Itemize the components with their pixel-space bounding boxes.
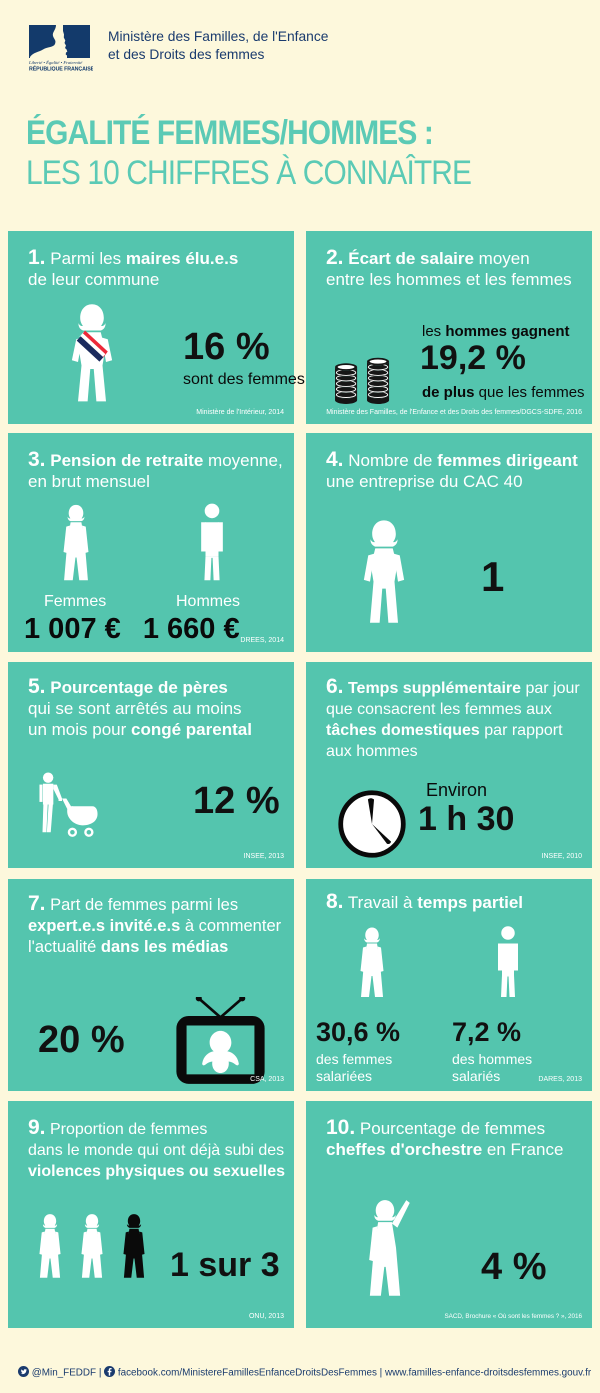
svg-text:RÉPUBLIQUE FRANÇAISE: RÉPUBLIQUE FRANÇAISE	[29, 65, 93, 72]
svg-text:Liberté • Égalité • Fraternité: Liberté • Égalité • Fraternité	[29, 60, 83, 65]
